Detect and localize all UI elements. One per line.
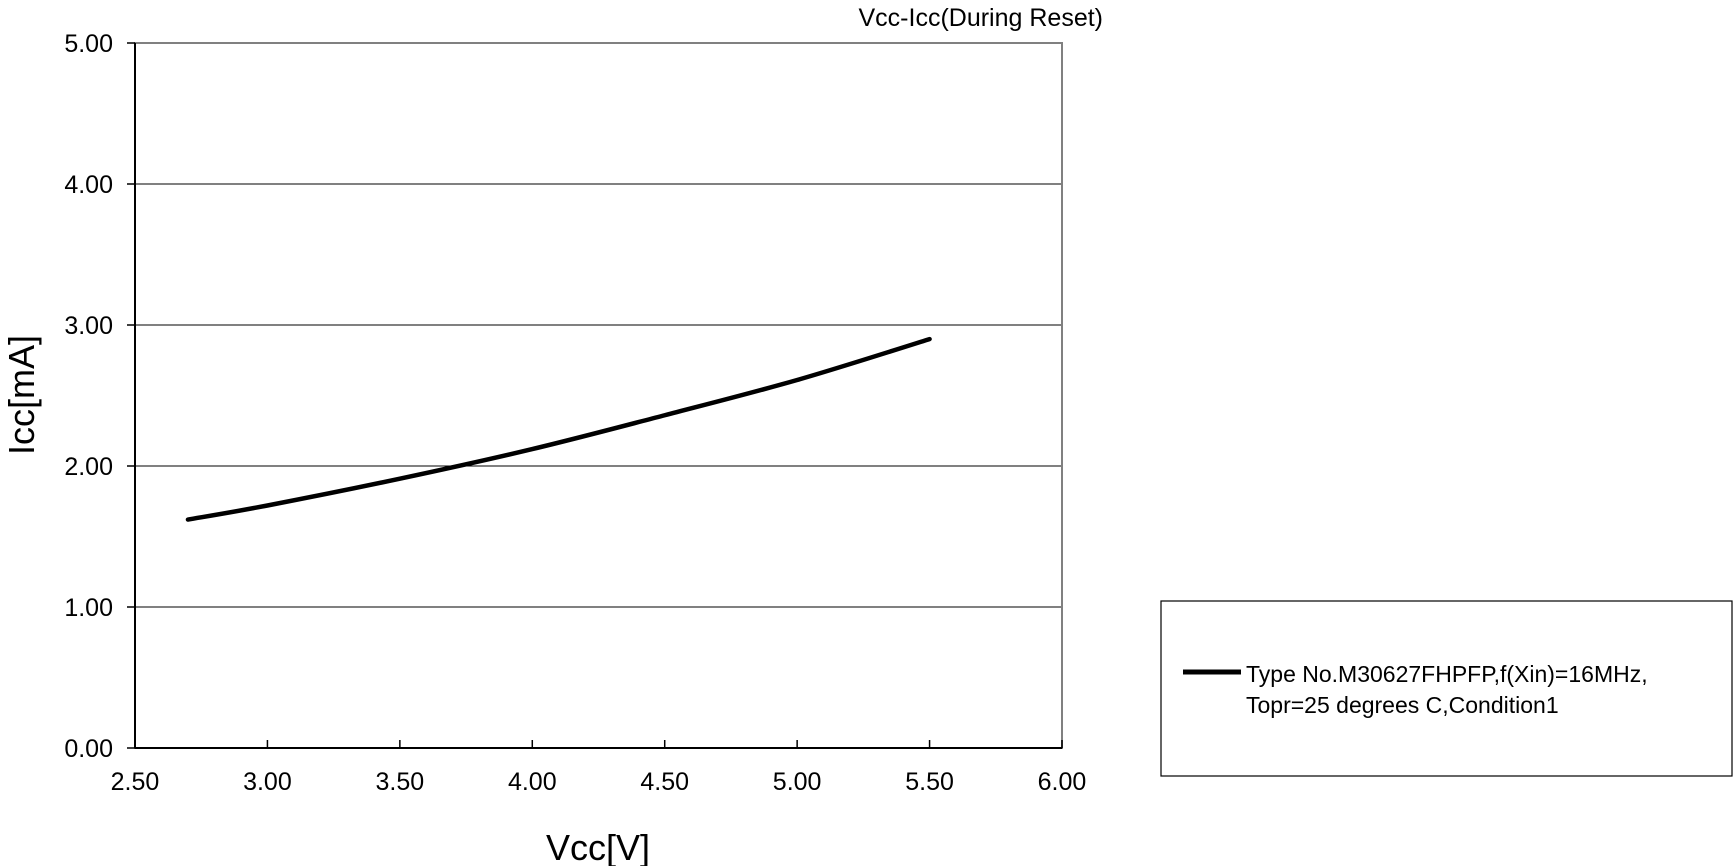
y-tick-label-1: 1.00	[64, 594, 113, 622]
x-tick-label-5: 5.00	[773, 768, 822, 796]
y-axis-title: Icc[mA]	[1, 335, 42, 455]
y-axis: 0.00 1.00 2.00 3.00 4.00 5.00	[64, 30, 135, 763]
y-tick-label-0: 0.00	[64, 735, 113, 763]
y-tick-label-2: 2.00	[64, 453, 113, 481]
series-group	[185, 336, 932, 522]
x-tick-label-3: 4.00	[508, 768, 557, 796]
legend: Type No.M30627FHPFP,f(Xin)=16MHz, Topr=2…	[1160, 600, 1733, 777]
x-axis-title: Vcc[V]	[546, 827, 650, 866]
x-tick-label-1: 3.00	[243, 768, 292, 796]
y-tick-label-3: 3.00	[64, 312, 113, 340]
x-axis: 2.50 3.00 3.50 4.00 4.50 5.00 5.50 6.00	[111, 740, 1087, 796]
legend-label-line-2: Topr=25 degrees C,Condition1	[1246, 692, 1559, 718]
legend-label-series-1: Type No.M30627FHPFP,f(Xin)=16MHz, Topr=2…	[1246, 661, 1654, 718]
x-tick-label-6: 5.50	[905, 768, 954, 796]
y-tick-label-5: 5.00	[64, 30, 113, 58]
y-tick-label-4: 4.00	[64, 171, 113, 199]
legend-label-line-1: Type No.M30627FHPFP,f(Xin)=16MHz,	[1246, 661, 1648, 687]
x-tick-label-4: 4.50	[640, 768, 689, 796]
legend-box	[1160, 600, 1733, 777]
plot-area-frame	[134, 42, 1063, 749]
x-tick-label-7: 6.00	[1038, 768, 1087, 796]
grid	[135, 183, 1062, 608]
x-tick-label-0: 2.50	[111, 768, 160, 796]
series-line-1	[185, 336, 932, 522]
chart-title: Vcc-Icc(During Reset)	[859, 4, 1104, 32]
x-tick-label-2: 3.50	[376, 768, 425, 796]
